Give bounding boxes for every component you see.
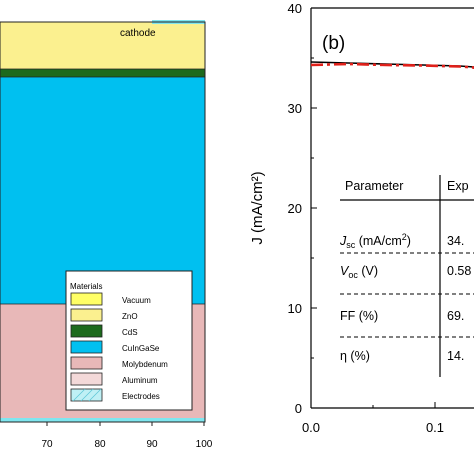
panel-label: (b) [322,33,345,54]
hatch-line [80,388,94,402]
y-tick-30: 30 [288,101,302,116]
device-x-ticks: 70 80 90 100 [41,422,213,450]
table-param-ff: FF (%) [340,309,378,323]
legend-item-electrodes: Electrodes [122,392,160,401]
legend-item-molybdenum: Molybdenum [122,360,168,369]
y-axis-label-group: J (mA/cm²) [249,171,266,244]
table-value-eta: 14. [447,349,464,363]
hatch-line [88,388,102,402]
device-frame-border [0,21,206,423]
cds-layer [0,69,205,77]
y-tick-10: 10 [288,301,302,316]
legend-item-cds: CdS [122,328,138,337]
table-value-voc: 0.58 [447,264,471,278]
electrodes-hatch [72,388,102,402]
legend-item-cuingase: CuInGaSe [122,344,160,353]
legend-item-aluminum: Aluminum [122,376,158,385]
x-ticks: 0.0 0.1 0 [302,402,444,435]
y-tick-20: 20 [288,201,302,216]
legend-swatch-molybdenum [70,356,103,370]
legend-swatch-cuingase [70,340,103,354]
legend-item-vacuum: Vacuum [122,296,151,305]
y-tick-40: 40 [288,1,302,16]
device-x-tick-70: 70 [41,439,53,450]
table-header-exp: Exp [447,179,469,193]
series-layer [310,61,474,69]
experimental-jv-curve [310,61,474,68]
device-x-tick-90: 90 [146,439,158,450]
legend-item-zno: ZnO [122,312,138,321]
x-tick-0-1: 0.1 [426,420,444,435]
hatch-line [72,388,86,402]
device-structure-panel: cathode 70 80 90 100 Materials Vacuum Zn… [0,20,213,450]
materials-legend: Materials Vacuum ZnO CdS CuInGaSe Molybd… [65,270,193,411]
device-x-tick-80: 80 [94,439,106,450]
legend-swatch-cds [70,324,103,338]
table-header-parameter: Parameter [345,179,403,193]
y-tick-0: 0 [295,401,302,416]
table-value-jsc: 34. [447,234,464,248]
table-param-eta: η (%) [340,349,370,363]
legend-swatch-vacuum [70,292,103,306]
parameter-table: Parameter Exp Jsc (mA/cm2) 34. Voc (V) 0… [339,175,474,377]
table-param-jsc: Jsc (mA/cm2) [339,232,411,250]
cigs-layer [0,77,205,304]
legend-title: Materials [70,282,102,291]
y-ticks: 0 10 20 30 40 [288,1,317,416]
cathode-label: cathode [120,28,156,39]
table-param-voc: Voc (V) [340,264,378,280]
x-tick-0: 0.0 [302,420,320,435]
zno-layer [0,22,205,69]
bottom-electrode [0,418,205,422]
legend-swatch-zno [70,308,103,322]
legend-swatch-aluminum [70,372,103,386]
y-axis-label: J (mA/cm²) [249,171,266,244]
device-x-tick-100: 100 [196,439,213,450]
table-value-ff: 69. [447,309,464,323]
jv-chart-panel: 0 10 20 30 40 0.0 0.1 0 J (mA/cm²) (b) P… [249,1,474,435]
